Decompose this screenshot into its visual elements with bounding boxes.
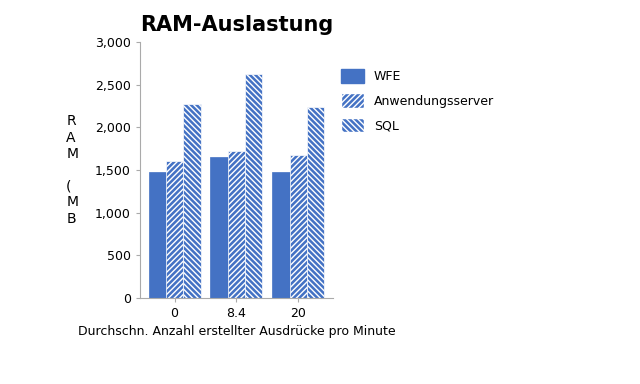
Bar — [228, 151, 245, 298]
Y-axis label: R
A
M
 
(
M
B: R A M ( M B — [66, 114, 78, 225]
Bar — [245, 74, 262, 298]
Bar — [183, 104, 200, 298]
Bar — [307, 107, 324, 298]
Bar — [166, 161, 183, 298]
Legend: WFE, Anwendungsserver, SQL: WFE, Anwendungsserver, SQL — [341, 69, 494, 132]
Bar — [148, 172, 166, 298]
Title: RAM-Auslastung: RAM-Auslastung — [140, 15, 333, 35]
Bar — [273, 172, 290, 298]
Bar — [290, 155, 307, 298]
X-axis label: Durchschn. Anzahl erstellter Ausdrücke pro Minute: Durchschn. Anzahl erstellter Ausdrücke p… — [77, 325, 396, 338]
Bar — [211, 157, 228, 298]
